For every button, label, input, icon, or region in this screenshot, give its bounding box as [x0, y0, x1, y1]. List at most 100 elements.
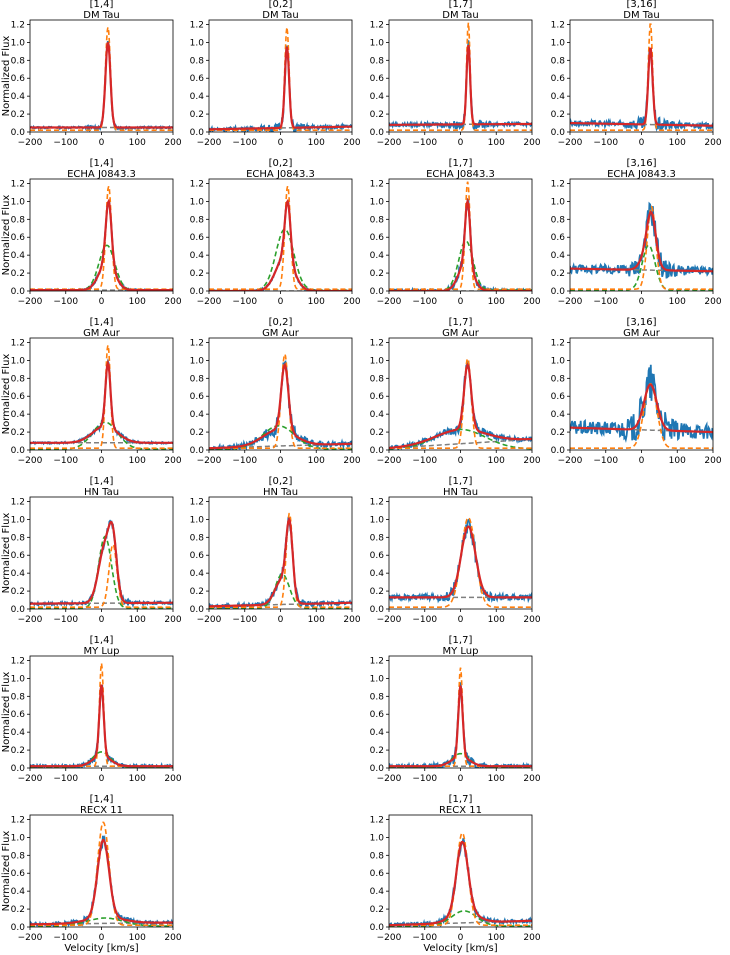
y-tick-label: 0.0: [370, 764, 385, 774]
y-tick-label: 1.0: [190, 38, 205, 48]
panel-band-label: [1,7]: [449, 158, 473, 169]
y-tick-label: 0.8: [11, 692, 26, 702]
narrow-component-line: [209, 512, 352, 608]
y-tick-label: 1.0: [190, 356, 205, 366]
x-tick-label: −100: [593, 297, 618, 307]
y-tick-label: 0.0: [370, 446, 385, 456]
y-tick-label: 0.8: [11, 851, 26, 861]
axes-frame: [29, 814, 174, 928]
y-tick-label: 0.0: [11, 605, 26, 615]
broad-component-line: [209, 425, 352, 450]
panel-band-label: [1,7]: [449, 794, 473, 805]
axes-frame: [388, 814, 533, 928]
y-tick-label: 0.4: [190, 410, 205, 420]
panel-star-label: GM Aur: [623, 328, 661, 339]
narrow-component-line: [30, 821, 173, 926]
panel-echa-j0843-3-316: [3,16]ECHA J0843.3 0.0 0.2 0.4 0.6 0.8 1.0 1.2 −…: [551, 158, 722, 307]
x-tick-label: 100: [669, 138, 686, 148]
observed-spectrum-line: [389, 198, 532, 291]
axes-frame: [29, 178, 174, 292]
y-tick-label: 0.8: [370, 374, 385, 384]
narrow-component-line: [389, 832, 532, 926]
y-tick-label: 1.0: [11, 197, 26, 207]
narrow-component-line: [30, 345, 173, 449]
panel-gm-aur-02: [0,2]GM Aur 0.0 0.2 0.4 0.6 0.8 1.0 1.2 −200 −100…: [190, 317, 361, 466]
y-axis-label: Normalized Flux: [1, 195, 12, 276]
y-tick-label: 0.4: [370, 251, 385, 261]
y-tick-label: 1.2: [190, 179, 204, 189]
narrow-component-line: [570, 23, 713, 131]
y-tick-label: 0.0: [11, 764, 26, 774]
panel-band-label: [3,16]: [626, 0, 656, 10]
x-tick-label: 100: [488, 615, 505, 625]
x-tick-label: 0: [99, 774, 105, 784]
total-fit-line: [30, 520, 173, 605]
y-tick-label: 0.0: [11, 446, 26, 456]
panel-dm-tau-02: [0,2]DM Tau 0.0 0.2 0.4 0.6 0.8 1.0 1.2 −200 −100…: [190, 0, 361, 148]
panel-star-label: GM Aur: [442, 328, 480, 339]
x-tick-label: 100: [308, 615, 325, 625]
y-tick-label: 0.2: [551, 269, 565, 279]
axes-frame: [208, 496, 353, 610]
y-tick-label: 1.0: [11, 833, 26, 843]
x-tick-label: 200: [343, 615, 360, 625]
x-tick-label: 100: [669, 297, 686, 307]
y-tick-label: 1.2: [370, 815, 384, 825]
y-tick-label: 1.2: [11, 497, 25, 507]
y-tick-label: 1.2: [551, 20, 565, 30]
x-tick-label: 0: [458, 774, 464, 784]
y-tick-label: 1.0: [190, 515, 205, 525]
x-tick-label: −200: [377, 933, 402, 943]
y-tick-label: 0.8: [190, 533, 205, 543]
x-tick-label: 100: [308, 297, 325, 307]
x-tick-label: 200: [164, 615, 181, 625]
x-tick-label: 100: [308, 138, 325, 148]
x-tick-label: −200: [197, 456, 222, 466]
panel-recx-11-17: [1,7]RECX 11 0.0 0.2 0.4 0.6 0.8 1.0 1.2 −200 −10…: [370, 794, 541, 954]
y-tick-label: 0.6: [370, 869, 385, 879]
x-tick-label: 200: [523, 774, 540, 784]
x-tick-label: 0: [458, 456, 464, 466]
y-tick-label: 0.8: [11, 374, 26, 384]
y-tick-label: 0.0: [551, 128, 566, 138]
y-tick-label: 0.6: [190, 551, 205, 561]
y-tick-label: 1.0: [551, 197, 566, 207]
y-tick-label: 1.0: [370, 38, 385, 48]
x-tick-label: −200: [377, 456, 402, 466]
x-tick-label: −200: [18, 774, 43, 784]
y-tick-label: 0.6: [370, 392, 385, 402]
y-tick-label: 0.4: [11, 410, 26, 420]
broad-component-line: [389, 428, 532, 450]
x-tick-label: 0: [99, 138, 105, 148]
total-fit-line: [209, 362, 352, 450]
observed-spectrum-line: [570, 201, 713, 279]
x-tick-label: 200: [343, 456, 360, 466]
axes-frame: [388, 178, 533, 292]
x-tick-label: 200: [164, 933, 181, 943]
panel-star-label: HN Tau: [443, 487, 478, 498]
panel-star-label: RECX 11: [80, 805, 123, 816]
x-tick-label: 100: [129, 138, 146, 148]
y-tick-label: 0.0: [551, 446, 566, 456]
x-tick-label: 0: [278, 297, 284, 307]
y-tick-label: 0.6: [11, 74, 26, 84]
panel-my-lup-17: [1,7]MY Lup 0.0 0.2 0.4 0.6 0.8 1.0 1.2 −200 −100…: [370, 635, 541, 784]
panel-band-label: [3,16]: [626, 317, 656, 328]
x-tick-label: 200: [523, 297, 540, 307]
y-tick-label: 0.2: [11, 587, 25, 597]
x-tick-label: 200: [164, 456, 181, 466]
y-tick-label: 0.2: [370, 905, 384, 915]
y-tick-label: 0.8: [370, 215, 385, 225]
x-tick-label: −100: [53, 138, 78, 148]
y-tick-label: 0.8: [370, 692, 385, 702]
y-tick-label: 0.4: [370, 728, 385, 738]
panel-band-label: [0,2]: [269, 317, 293, 328]
y-tick-label: 1.2: [11, 20, 25, 30]
narrow-component-line: [389, 22, 532, 131]
x-tick-label: 0: [278, 138, 284, 148]
x-tick-label: −100: [412, 138, 437, 148]
panel-band-label: [1,4]: [90, 158, 114, 169]
x-tick-label: −200: [558, 138, 583, 148]
x-tick-label: −200: [18, 933, 43, 943]
axes-frame: [29, 19, 174, 133]
